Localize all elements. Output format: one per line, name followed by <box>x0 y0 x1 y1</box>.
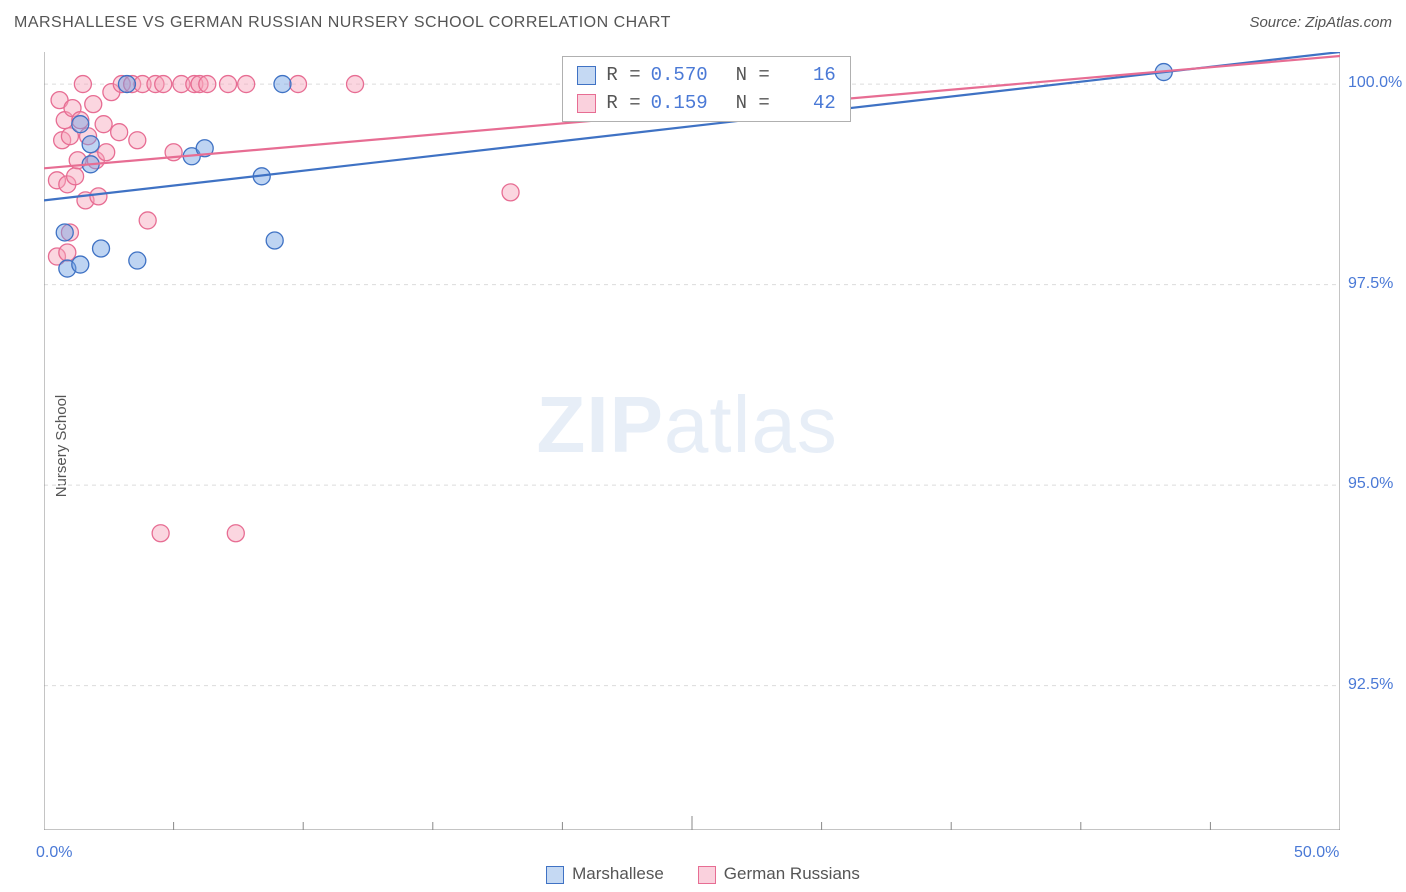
plot-area <box>44 52 1340 830</box>
legend-label-series1: Marshallese <box>572 864 664 883</box>
legend: Marshallese German Russians <box>0 864 1406 884</box>
y-tick-label: 95.0% <box>1348 475 1393 493</box>
n-label-2: N = <box>736 92 770 114</box>
legend-swatch-series1-icon <box>546 866 564 884</box>
swatch-series2-icon <box>577 94 596 113</box>
y-tick-label: 100.0% <box>1348 74 1402 92</box>
n-value-series1: 16 <box>780 64 836 86</box>
chart-header: MARSHALLESE VS GERMAN RUSSIAN NURSERY SC… <box>14 14 1392 32</box>
r-label: R = <box>606 64 640 86</box>
legend-item-series2: German Russians <box>698 864 860 884</box>
swatch-series1-icon <box>577 66 596 85</box>
r-value-series2: 0.159 <box>651 92 708 114</box>
n-value-series2: 42 <box>780 92 836 114</box>
legend-swatch-series2-icon <box>698 866 716 884</box>
legend-item-series1: Marshallese <box>546 864 664 884</box>
y-tick-label: 97.5% <box>1348 275 1393 293</box>
r-label-2: R = <box>606 92 640 114</box>
y-tick-label: 92.5% <box>1348 676 1393 694</box>
x-tick-label: 0.0% <box>36 844 72 862</box>
legend-label-series2: German Russians <box>724 864 860 883</box>
chart-title: MARSHALLESE VS GERMAN RUSSIAN NURSERY SC… <box>14 14 671 32</box>
r-value-series1: 0.570 <box>651 64 708 86</box>
stat-row-series2: R = 0.159 N = 42 <box>563 89 849 117</box>
correlation-stats-box: R = 0.570 N = 16 R = 0.159 N = 42 <box>562 56 850 122</box>
x-tick-label: 50.0% <box>1294 844 1339 862</box>
scatter-chart <box>44 52 1340 830</box>
chart-source: Source: ZipAtlas.com <box>1249 14 1392 31</box>
n-label: N = <box>736 64 770 86</box>
stat-row-series1: R = 0.570 N = 16 <box>563 61 849 89</box>
